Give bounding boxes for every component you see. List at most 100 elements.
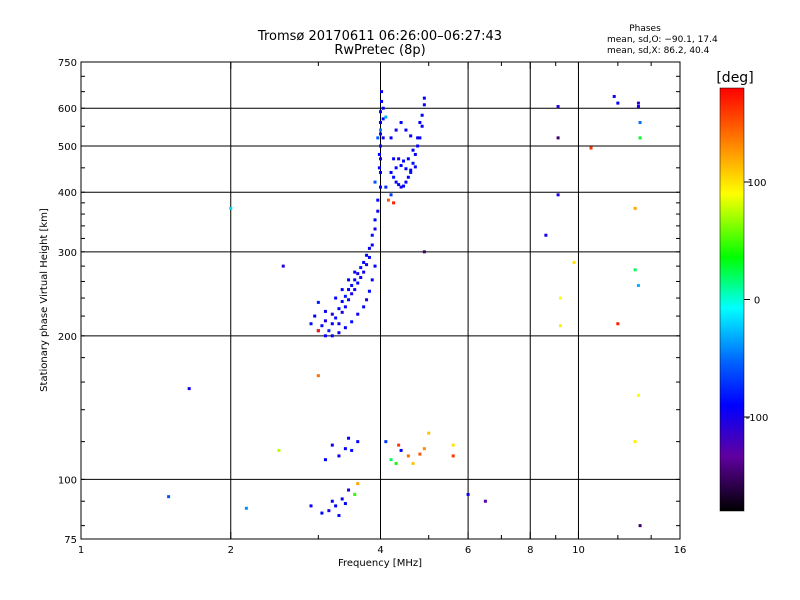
colorbar-tick-label: -100 [746,413,769,424]
y-tick-label: 400 [58,188,77,199]
data-point [356,281,360,285]
colorbar-tick-label: 100 [747,178,766,189]
data-point [589,146,593,150]
y-tick-label: 100 [58,475,77,486]
data-point [330,334,334,338]
data-point [422,103,426,107]
x-tick-label: 4 [377,545,383,556]
colorbar-label: [deg] [716,70,753,86]
x-tick-label: 2 [228,545,234,556]
data-point [370,278,374,282]
data-point [379,185,382,189]
data-point [389,170,393,174]
data-point [379,110,382,114]
data-point [313,314,317,318]
y-tick-label: 750 [58,58,77,69]
data-point [316,300,320,304]
data-point [362,270,366,274]
data-point [365,263,369,267]
y-tick-labels: 75 100 200 300 400 500 600 750 [58,58,77,546]
data-point [370,243,374,247]
data-point [377,152,381,156]
y-tick-label: 200 [58,332,77,343]
data-point [350,448,354,452]
data-point [418,136,422,140]
data-point [636,105,640,109]
data-point [422,96,426,100]
data-point [281,264,285,268]
data-point [167,495,171,499]
data-point [330,322,334,326]
data-point [633,206,637,210]
data-point [416,144,420,148]
data-point [633,268,637,272]
data-point [427,431,431,435]
y-tick-label: 600 [58,104,77,115]
y-axis-label: Stationary phase Virtual Height [km] [39,208,50,392]
data-point [327,329,331,333]
x-tick-label: 1 [78,545,84,556]
data-point [334,316,338,320]
data-point [373,264,377,268]
data-point [376,198,380,202]
data-point [636,393,640,397]
data-point [367,255,371,259]
data-point [337,454,341,458]
data-point [340,310,344,314]
data-point [340,300,344,304]
data-point [365,298,369,302]
data-point [409,170,413,174]
data-point [451,443,455,447]
x-tick-label: 6 [465,545,471,556]
data-point [330,443,334,447]
data-point [384,115,388,119]
data-point [334,296,338,300]
data-point [420,113,424,117]
data-point [397,183,401,187]
data-point [347,436,351,440]
data-point [340,497,344,501]
data-point [350,320,354,324]
data-point [404,180,408,184]
data-point [367,246,371,250]
data-point [394,180,398,184]
data-point [316,374,320,378]
data-point [544,233,548,237]
data-point [399,448,403,452]
data-point [343,502,347,506]
data-point [380,99,384,103]
phase-info-line2: mean, sd,X: 86.2, 40.4 [607,46,710,56]
data-point [409,168,413,172]
data-point [376,136,380,140]
data-point [356,482,360,486]
data-point [389,193,393,197]
data-point [386,198,390,202]
data-point [416,136,420,140]
data-point [323,319,327,323]
data-point [309,322,313,326]
data-point [399,121,403,125]
colorbar-tick-label: 0 [754,296,760,307]
phase-info-heading: Phases [629,24,661,34]
data-point [636,101,640,105]
data-point [420,124,424,128]
data-point [187,387,191,391]
data-point [365,253,369,257]
data-point [370,233,374,237]
data-point [404,128,408,132]
data-point [381,117,385,121]
data-point [633,440,637,444]
data-point [638,136,642,140]
data-point [422,250,426,254]
colorbar [719,87,745,512]
data-point [392,157,396,161]
data-point [343,294,347,298]
data-point [337,322,341,326]
data-point [558,296,562,300]
data-point [347,488,351,492]
data-point [323,458,327,462]
data-point [389,136,393,140]
data-point [483,499,487,503]
data-point [380,90,384,94]
data-point [556,136,560,140]
